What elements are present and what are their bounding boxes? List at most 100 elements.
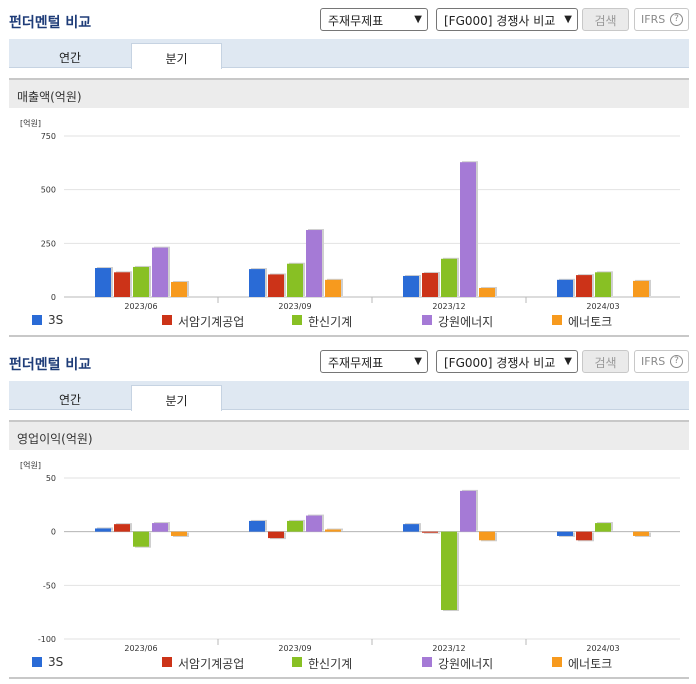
bar: [249, 520, 265, 532]
y-tick-label: 250: [41, 239, 56, 248]
bar: [287, 263, 303, 297]
compare-select[interactable]: [FG000] 경쟁사 비교 ▼: [436, 350, 578, 373]
ifrs-button[interactable]: IFRS ?: [634, 8, 689, 31]
bar: [576, 531, 592, 541]
bar: [268, 274, 284, 297]
y-tick-label: 500: [41, 186, 56, 195]
tab-quarterly[interactable]: 분기: [131, 43, 222, 69]
bar: [306, 230, 322, 297]
x-tick-label: 2024/03: [586, 302, 619, 311]
legend-label: 한신기계: [308, 657, 353, 671]
chevron-down-icon: ▼: [414, 356, 422, 367]
section-title: 매출액(억원): [9, 78, 689, 108]
legend-swatch: [552, 657, 562, 667]
y-tick-label: -50: [43, 581, 56, 590]
legend-label: 에너토크: [568, 315, 613, 329]
bar: [422, 531, 438, 533]
bar: [325, 279, 341, 297]
legend-swatch: [292, 315, 302, 325]
statement-select[interactable]: 주재무제표 ▼: [320, 8, 428, 31]
bar: [325, 529, 341, 532]
bar: [133, 266, 149, 297]
bar: [460, 490, 476, 532]
revenue-panel: 펀더멘털 비교 주재무제표 ▼ [FG000] 경쟁사 비교 ▼ 검색 IFRS…: [0, 8, 696, 337]
compare-select[interactable]: [FG000] 경쟁사 비교 ▼: [436, 8, 578, 31]
compare-select-value: [FG000] 경쟁사 비교: [444, 356, 556, 370]
legend-label: 한신기계: [308, 315, 353, 329]
bar: [95, 268, 111, 297]
bar: [114, 272, 130, 297]
bar: [479, 531, 495, 541]
legend-swatch: [292, 657, 302, 667]
panel-title: 펀더멘털 비교: [9, 15, 92, 31]
bar: [595, 523, 611, 532]
legend-label: 에너토크: [568, 657, 613, 671]
chart-legend: 3S 서암기계공업 한신기계 강원에너지 에너토크: [0, 655, 696, 671]
bar: [171, 281, 187, 297]
bar: [479, 287, 495, 297]
bar: [403, 275, 419, 297]
x-tick-label: 2024/03: [586, 644, 619, 653]
bar: [441, 258, 457, 297]
section-title: 영업이익(억원): [9, 420, 689, 450]
legend-swatch: [32, 315, 42, 325]
statement-select-value: 주재무제표: [328, 14, 384, 28]
x-tick-label: 2023/06: [124, 302, 157, 311]
operating-profit-bar-chart: -100 -50 0 50 2023/06 2023/09 2023/12 2024/03: [38, 474, 680, 653]
bar: [95, 528, 111, 532]
y-tick-label: 750: [41, 132, 56, 141]
tab-quarterly[interactable]: 분기: [131, 385, 222, 411]
chart-legend: 3S 서암기계공업 한신기계 강원에너지 에너토크: [0, 313, 696, 329]
bar: [557, 531, 573, 536]
bar: [306, 515, 322, 532]
chevron-down-icon: ▼: [414, 14, 422, 25]
operating-profit-panel: 펀더멘털 비교 주재무제표 ▼ [FG000] 경쟁사 비교 ▼ 검색 IFRS…: [0, 342, 696, 684]
x-tick-label: 2023/12: [432, 644, 465, 653]
ifrs-button[interactable]: IFRS ?: [634, 350, 689, 373]
legend-swatch: [552, 315, 562, 325]
bar-shadow: [424, 532, 440, 534]
tab-annual[interactable]: 연간: [58, 393, 82, 407]
period-tabs: 연간 분기: [9, 381, 689, 411]
bar: [403, 524, 419, 532]
bar: [460, 162, 476, 297]
statement-select[interactable]: 주재무제표 ▼: [320, 350, 428, 373]
legend-label: 서암기계공업: [178, 657, 245, 671]
ifrs-label: IFRS: [641, 13, 666, 26]
legend-swatch: [32, 657, 42, 667]
search-button[interactable]: 검색: [582, 8, 629, 31]
bar: [441, 531, 457, 611]
statement-select-value: 주재무제표: [328, 356, 384, 370]
bar: [114, 524, 130, 532]
bar: [422, 272, 438, 297]
bar: [576, 275, 592, 297]
search-button[interactable]: 검색: [582, 350, 629, 373]
revenue-bar-chart: 0 250 500 750 2023/06 2023/09 2023/12 2024/03: [41, 132, 680, 311]
bar: [633, 280, 649, 297]
ifrs-label: IFRS: [641, 355, 666, 368]
legend-swatch: [422, 315, 432, 325]
bar: [249, 269, 265, 297]
panel-title: 펀더멘털 비교: [9, 357, 92, 373]
bar: [152, 247, 168, 297]
unit-label: [억원]: [20, 461, 41, 470]
chevron-down-icon: ▼: [564, 14, 572, 25]
help-icon[interactable]: ?: [670, 355, 683, 368]
bar: [287, 520, 303, 532]
y-tick-label: 50: [46, 474, 56, 483]
bar: [595, 272, 611, 297]
divider: [9, 335, 689, 337]
legend-label: 강원에너지: [438, 657, 494, 671]
bar: [152, 523, 168, 532]
help-icon[interactable]: ?: [670, 13, 683, 26]
divider: [9, 677, 689, 679]
legend-swatch: [162, 657, 172, 667]
bar: [171, 531, 187, 536]
legend-label: 강원에너지: [438, 315, 494, 329]
x-tick-label: 2023/12: [432, 302, 465, 311]
tab-annual[interactable]: 연간: [58, 51, 82, 65]
legend-swatch: [422, 657, 432, 667]
compare-select-value: [FG000] 경쟁사 비교: [444, 14, 556, 28]
y-tick-label: 0: [51, 293, 56, 302]
y-tick-label: -100: [38, 635, 56, 644]
